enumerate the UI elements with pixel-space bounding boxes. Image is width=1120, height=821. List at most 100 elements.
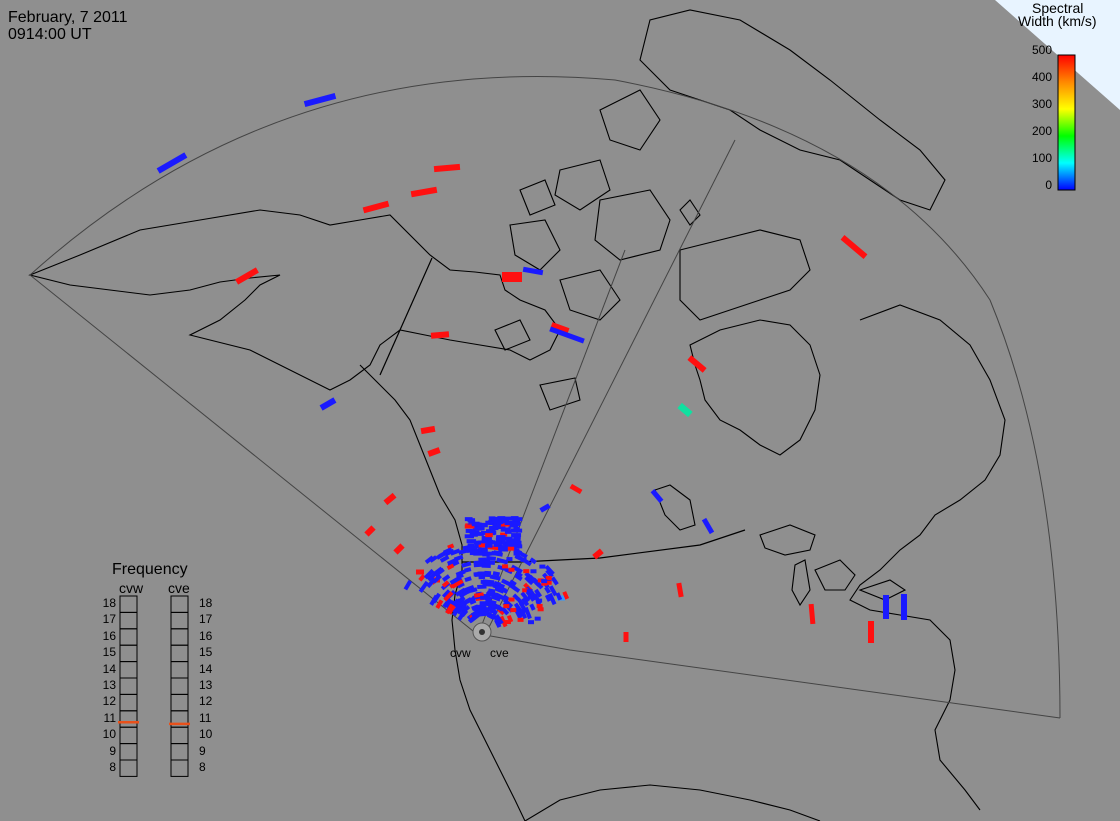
frequency-tick: 12: [199, 694, 213, 709]
legend-tick: 0: [1045, 178, 1052, 192]
scatter-cell: [548, 585, 558, 597]
scatter-cell: [449, 548, 461, 556]
scatter-cell: [451, 576, 463, 586]
scatter-cell: [522, 266, 544, 276]
frequency-tick: 18: [102, 596, 116, 610]
scatter-cell: [464, 567, 472, 573]
scatter-cell: [458, 591, 467, 599]
scatter-cell: [495, 537, 506, 542]
scatter-cell: [840, 235, 868, 259]
scatter-cell: [447, 543, 455, 550]
scatter-cell: [534, 588, 543, 598]
legend-tick: 100: [1031, 151, 1052, 165]
scatter-cell: [523, 569, 530, 574]
frequency-title: Frequency: [112, 561, 188, 578]
scatter-cell: [508, 597, 515, 602]
scatter-cell: [496, 520, 504, 525]
scatter-cell: [504, 529, 512, 534]
scatter-cell: [473, 560, 485, 566]
scatter-cell: [489, 602, 497, 609]
scatter-cell: [439, 554, 450, 563]
scatter-cell: [510, 608, 517, 613]
scatter-cell: [403, 579, 413, 591]
scatter-cell: [486, 540, 496, 545]
scatter-cell: [495, 541, 502, 546]
radar-fov: [29, 75, 1061, 719]
frequency-tick: 13: [199, 678, 213, 692]
frequency-tick: 15: [102, 645, 116, 660]
scatter-cell: [508, 542, 518, 547]
scatter-cell: [418, 580, 429, 593]
frequency-tick: 16: [102, 628, 116, 643]
scatter-cell: [469, 532, 478, 537]
frequency-tick: 14: [102, 661, 116, 676]
scatter-cell: [569, 483, 583, 495]
scatter-cell: [513, 602, 522, 612]
scatter-cell: [476, 531, 484, 536]
gauge-cell: [170, 677, 189, 695]
scatter-cell: [433, 163, 461, 173]
scatter-cell: [445, 603, 454, 615]
frequency-tick: 17: [102, 612, 116, 627]
scatter-cell: [455, 599, 467, 610]
scatter-cell: [528, 574, 540, 586]
gauge-cell: [170, 661, 189, 679]
scatter-cell: [503, 604, 510, 609]
scatter-cell: [701, 517, 715, 535]
scatter-cell: [509, 579, 517, 587]
scatter-cell: [468, 529, 476, 534]
scatter-cell: [235, 267, 259, 285]
scatter-cell: [495, 551, 502, 556]
scatter-cell: [502, 564, 509, 569]
frequency-tick: 11: [199, 710, 212, 725]
scatter-cell: [808, 603, 816, 625]
legend-tick: 400: [1031, 70, 1052, 84]
scatter-cell: [455, 569, 466, 577]
scatter-cell: [481, 530, 490, 535]
gauge-label-cvw: cvw: [119, 580, 144, 596]
scatter-cell: [536, 603, 543, 608]
scatter-cell: [496, 557, 509, 565]
scatter-cell: [527, 595, 534, 600]
scatter-cell: [467, 613, 479, 624]
gauge-cell: [119, 726, 138, 745]
frequency-gauges: [118, 595, 190, 777]
gauge-cell: [119, 677, 138, 695]
scatter-cell: [467, 518, 476, 523]
scatter-cell: [521, 597, 530, 607]
fov-mid-line-2: [484, 139, 736, 636]
scatter-cell: [156, 152, 188, 174]
scatter-cell: [545, 580, 552, 585]
scatter-cell: [508, 520, 516, 525]
scatter-cell: [484, 543, 493, 548]
scatter-cell: [650, 489, 664, 503]
scatter-cell: [545, 569, 554, 578]
scatter-cell: [319, 397, 337, 411]
scatter-cell: [534, 616, 541, 621]
fov-right-edge: [484, 634, 1061, 719]
gauge-cell: [170, 726, 189, 745]
scatter-cell: [491, 594, 501, 602]
scatter-cell: [485, 520, 493, 525]
scatter-cell: [467, 543, 475, 548]
frequency-tick: 8: [199, 760, 206, 774]
scatter-cell: [418, 574, 426, 582]
scatter-cell: [469, 598, 477, 605]
scatter-cell: [493, 615, 501, 623]
scatter-cell: [500, 519, 507, 524]
scatter-cell: [446, 557, 459, 566]
fov-outer-arc: [29, 75, 1061, 719]
scatter-cell: [464, 576, 472, 583]
scatter-cell: [429, 555, 438, 563]
gauge-cell: [119, 644, 138, 663]
scatter-cell: [427, 447, 441, 457]
frequency-tick: 8: [109, 760, 116, 774]
gauge-cell: [170, 611, 189, 630]
scatter-cell: [901, 594, 907, 620]
scatter-cell: [868, 621, 874, 643]
scatter-cell: [479, 607, 487, 613]
scatter-cell: [519, 608, 528, 620]
time-label: 0914:00 UT: [8, 26, 92, 43]
scatter-cell: [426, 577, 437, 589]
scatter-cell: [500, 532, 508, 537]
